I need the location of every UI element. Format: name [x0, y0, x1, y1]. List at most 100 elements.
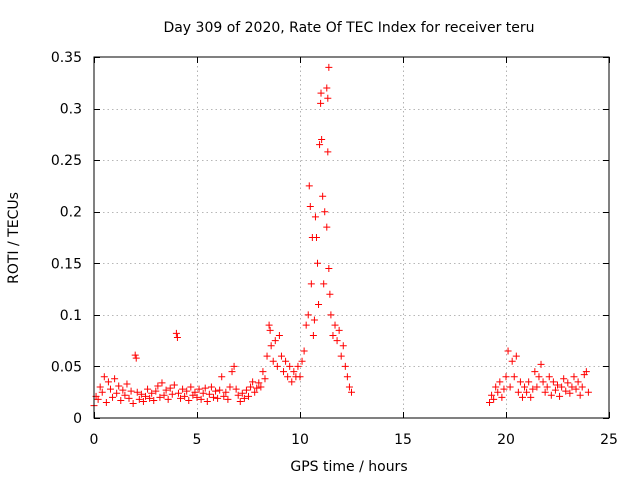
data-point: [131, 351, 139, 359]
data-point: [164, 395, 172, 403]
data-point: [504, 347, 512, 355]
data-point: [533, 383, 541, 391]
data-point: [266, 326, 274, 334]
data-point: [273, 362, 281, 370]
data-point: [104, 378, 112, 386]
data-point: [331, 321, 339, 329]
data-point: [257, 383, 265, 391]
data-point: [323, 223, 331, 231]
data-point: [121, 391, 129, 399]
data-point: [320, 280, 328, 288]
data-point: [286, 362, 294, 370]
data-point: [535, 373, 543, 381]
data-point: [324, 94, 332, 102]
data-point: [226, 383, 234, 391]
data-point: [329, 331, 337, 339]
data-point: [117, 396, 125, 404]
data-point: [551, 386, 559, 394]
data-point: [247, 383, 255, 391]
y-tick-label: 0.2: [60, 205, 82, 221]
data-point: [203, 397, 211, 405]
data-point: [490, 395, 498, 403]
data-point: [162, 386, 170, 394]
data-point: [337, 352, 345, 360]
data-point: [193, 393, 201, 401]
data-point: [174, 389, 182, 397]
data-point: [529, 385, 537, 393]
data-point: [242, 386, 250, 394]
data-point: [96, 383, 104, 391]
data-point: [514, 388, 522, 396]
data-point: [271, 337, 279, 345]
data-point: [123, 380, 131, 388]
data-point: [578, 383, 586, 391]
data-point: [323, 84, 331, 92]
data-point: [168, 390, 176, 398]
data-point: [316, 141, 324, 149]
data-point: [102, 399, 110, 407]
x-tick-label: 5: [193, 432, 202, 448]
data-point: [543, 383, 551, 391]
data-point: [570, 373, 578, 381]
data-point: [113, 389, 121, 397]
data-point: [133, 388, 141, 396]
data-point: [343, 373, 351, 381]
y-tick-label: 0.25: [51, 153, 82, 169]
x-tick-label: 10: [291, 432, 309, 448]
data-point: [173, 334, 181, 342]
data-point: [518, 393, 526, 401]
data-point: [139, 397, 147, 405]
data-point: [549, 378, 557, 386]
data-point: [290, 368, 298, 376]
y-tick-label: 0.05: [51, 359, 82, 375]
data-point: [224, 395, 232, 403]
data-point: [98, 388, 106, 396]
data-point: [584, 388, 592, 396]
data-point: [516, 378, 524, 386]
x-tick-label: 20: [497, 432, 515, 448]
data-point: [255, 379, 263, 387]
data-point: [564, 379, 572, 387]
data-point: [311, 213, 319, 221]
data-point: [510, 373, 518, 381]
data-point: [148, 389, 156, 397]
data-point: [251, 388, 259, 396]
data-point: [341, 362, 349, 370]
data-point: [146, 394, 154, 402]
data-point: [327, 311, 335, 319]
data-point: [209, 393, 217, 401]
data-point: [582, 368, 590, 376]
data-point: [154, 382, 162, 390]
data-point: [315, 301, 323, 309]
data-point: [218, 373, 226, 381]
data-point: [321, 208, 329, 216]
data-point: [498, 393, 506, 401]
data-point: [214, 394, 222, 402]
data-point: [280, 368, 288, 376]
data-point: [269, 357, 277, 365]
y-tick-label: 0.3: [60, 102, 82, 118]
data-point: [185, 396, 193, 404]
data-point: [212, 387, 220, 395]
chart-title: Day 309 of 2020, Rate Of TEC Index for r…: [163, 20, 534, 36]
y-tick-label: 0.35: [51, 50, 82, 66]
x-tick-label: 0: [90, 432, 99, 448]
data-point: [568, 383, 576, 391]
data-point: [309, 331, 317, 339]
data-point: [566, 389, 574, 397]
data-point: [166, 384, 174, 392]
data-point: [160, 391, 168, 399]
data-point: [312, 234, 320, 241]
data-point: [115, 382, 123, 390]
plot-border: [93, 56, 610, 419]
data-point: [300, 347, 308, 355]
data-point: [144, 385, 152, 393]
data-point: [506, 383, 514, 391]
data-point: [576, 391, 584, 399]
data-point: [333, 337, 341, 345]
data-point: [152, 387, 160, 395]
data-point: [191, 388, 199, 396]
data-point: [201, 384, 209, 392]
data-point: [572, 385, 580, 393]
y-tick-label: 0: [73, 411, 82, 427]
